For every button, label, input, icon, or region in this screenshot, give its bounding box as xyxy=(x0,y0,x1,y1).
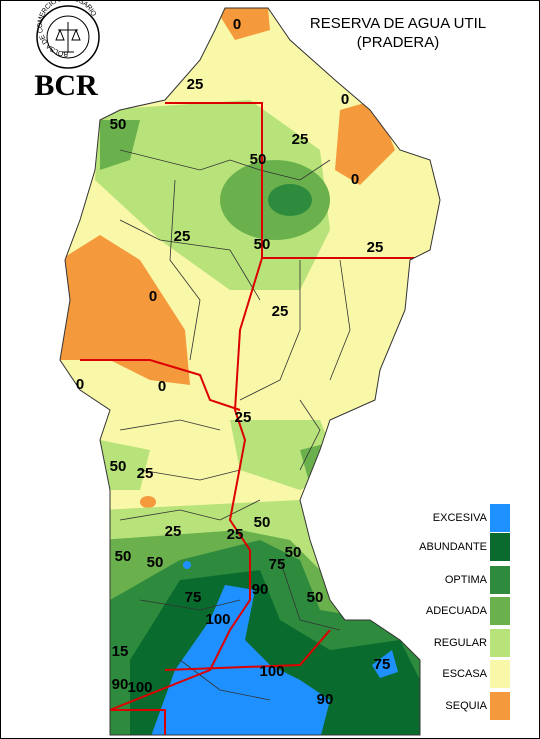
contour-label: 90 xyxy=(112,676,129,693)
contour-label: 50 xyxy=(110,116,127,133)
legend-label: ESCASA xyxy=(442,668,487,680)
subtitle: (PRADERA) xyxy=(357,34,440,51)
contour-label: 50 xyxy=(250,151,267,168)
legend-label: SEQUIA xyxy=(445,700,487,712)
legend-swatch xyxy=(490,629,510,657)
contour-label: 0 xyxy=(341,91,349,108)
contour-label: 90 xyxy=(252,581,269,598)
contour-label: 0 xyxy=(351,171,359,188)
contour-label: 25 xyxy=(165,523,182,540)
contour-label: 100 xyxy=(127,679,152,696)
contour-label: 25 xyxy=(137,465,154,482)
contour-label: 100 xyxy=(259,663,284,680)
contour-label: 50 xyxy=(285,544,302,561)
contour-label: 0 xyxy=(76,376,84,393)
title: RESERVA DE AGUA UTIL xyxy=(310,15,486,32)
legend-swatch xyxy=(490,692,510,720)
contour-label: 15 xyxy=(112,643,129,660)
contour-label: 25 xyxy=(235,409,252,426)
contour-label: 0 xyxy=(158,378,166,395)
contour-label: 90 xyxy=(317,691,334,708)
legend-swatch xyxy=(490,504,510,532)
logo-inner-ring xyxy=(46,15,90,59)
contour-label: 75 xyxy=(269,556,286,573)
contour-label: 75 xyxy=(185,589,202,606)
contour-label: 50 xyxy=(147,554,164,571)
contour-label: 50 xyxy=(254,514,271,531)
contour-label: 25 xyxy=(227,526,244,543)
contour-label: 100 xyxy=(205,611,230,628)
legend-label: OPTIMA xyxy=(445,574,488,586)
contour-label: 50 xyxy=(115,548,132,565)
legend-swatch xyxy=(490,533,510,561)
legend-label: EXCESIVA xyxy=(433,512,488,524)
contour-label: 50 xyxy=(110,458,127,475)
contour-label: 25 xyxy=(292,131,309,148)
contour-label: 75 xyxy=(374,656,391,673)
logo-acronym: BCR xyxy=(34,69,98,102)
contour-label: 50 xyxy=(254,236,271,253)
map-outline xyxy=(59,7,441,736)
legend-label: ADECUADA xyxy=(426,605,488,617)
contour-label: 25 xyxy=(367,239,384,256)
legend-swatch xyxy=(490,597,510,625)
contour-label: 25 xyxy=(187,76,204,93)
contour-label: 0 xyxy=(149,288,157,305)
contour-label: 25 xyxy=(272,303,289,320)
logo-emblem xyxy=(55,22,81,53)
legend-swatch xyxy=(490,566,510,594)
legend-label: REGULAR xyxy=(434,637,487,649)
logo-ring xyxy=(36,5,100,69)
legend-label: ABUNDANTE xyxy=(419,541,487,553)
legend: EXCESIVA ABUNDANTE OPTIMA ADECUADA REGULAR ES… xyxy=(419,504,510,720)
legend-swatch xyxy=(490,660,510,688)
contour-label: 50 xyxy=(307,589,324,606)
contour-label: 0 xyxy=(233,16,241,33)
contour-label: 25 xyxy=(174,228,191,245)
